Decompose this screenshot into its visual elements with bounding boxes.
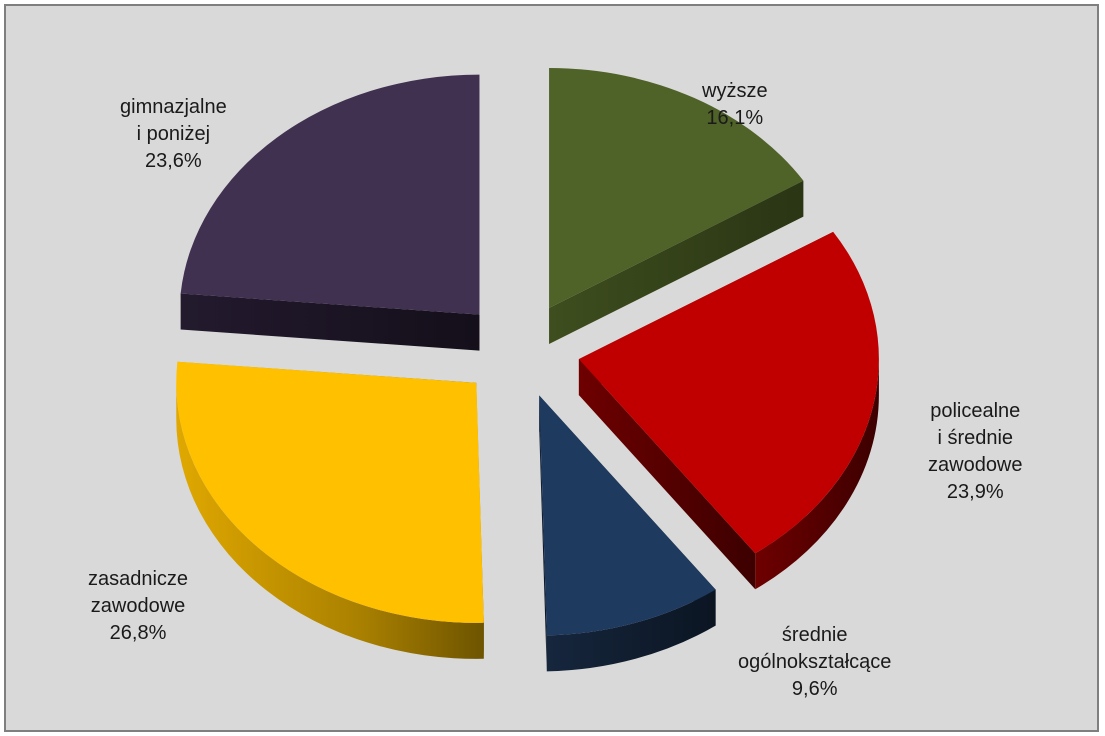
slice-top-face — [176, 361, 484, 623]
slice-top-face — [539, 395, 716, 636]
slice-top-face — [180, 74, 480, 315]
pie-slice — [539, 395, 716, 672]
slice-category-label: ogólnokształcące — [738, 651, 892, 673]
slice-side-wall — [539, 395, 547, 672]
slice-category-label: zawodowe — [928, 454, 1023, 476]
slice-label: gimnazjalne i poniżej 23,6% — [120, 94, 227, 175]
slice-label: zasadnicze zawodowe 26,8% — [88, 566, 188, 647]
slice-category-label: zawodowe — [90, 595, 186, 617]
slice-outer-wall — [546, 589, 716, 672]
slice-outer-wall — [755, 359, 879, 590]
slice-side-wall — [578, 359, 756, 590]
slice-outer-wall — [176, 382, 484, 659]
slice-side-wall — [180, 293, 480, 351]
slice-category-label: średnie — [781, 624, 848, 646]
slice-value-label: 26,8% — [109, 622, 167, 644]
slice-value-label: 23,6% — [145, 150, 202, 172]
slice-value-label: 23,9% — [946, 481, 1004, 503]
slice-category-label: gimnazjalne — [120, 96, 227, 118]
slice-category-label: zasadnicze — [88, 568, 189, 590]
pie-slice — [578, 231, 879, 590]
slice-label: policealne i średnie zawodowe 23,9% — [928, 398, 1023, 506]
pie-slice — [180, 74, 480, 351]
slice-category-label: i średnie — [937, 427, 1014, 449]
slice-category-label: policealne — [930, 400, 1021, 422]
pie-slice — [176, 361, 484, 659]
slice-label: wyższe 16,1% — [702, 78, 768, 132]
slice-side-wall — [549, 180, 804, 345]
slice-label: średnie ogólnokształcące 9,6% — [738, 622, 891, 703]
slice-top-face — [549, 68, 804, 309]
pie-slice — [549, 68, 804, 345]
slice-category-label: i poniżej — [136, 123, 211, 145]
slice-category-label: wyższe — [702, 80, 768, 102]
slice-top-face — [578, 231, 879, 554]
slice-value-label: 9,6% — [791, 678, 838, 700]
slice-value-label: 16,1% — [706, 107, 764, 129]
